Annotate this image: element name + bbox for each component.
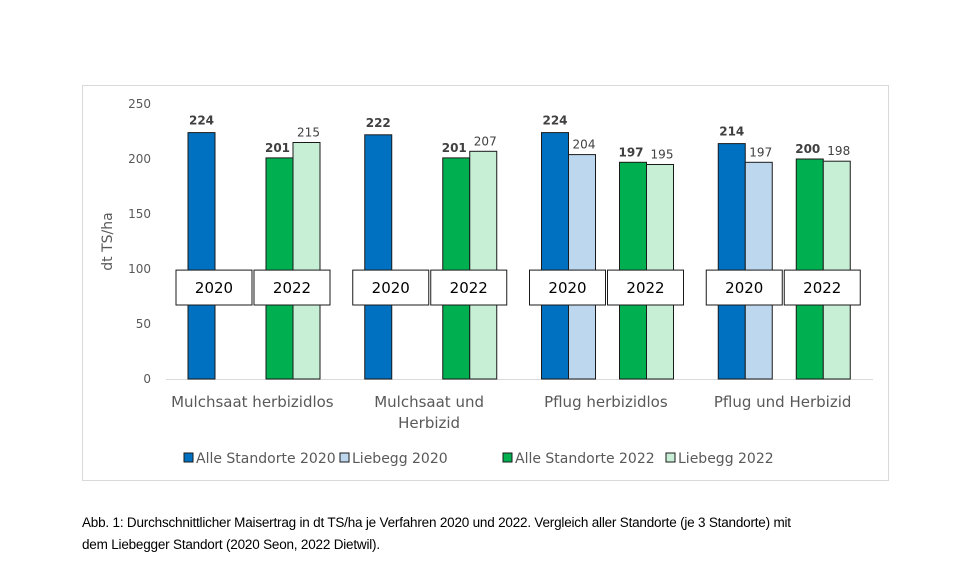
- legend-swatch: [665, 452, 676, 463]
- x-category-label: Mulchsaat herbizidlos: [171, 393, 334, 411]
- bar-alle-standorte-2022: [442, 157, 471, 380]
- year-box: [783, 269, 861, 306]
- year-box: [705, 269, 783, 306]
- data-label: 204: [573, 138, 596, 152]
- bar-liebegg-2022: [292, 142, 321, 380]
- y-tick-label: 200: [128, 152, 151, 166]
- y-tick-label: 250: [128, 97, 151, 111]
- data-label: 198: [827, 144, 850, 158]
- x-category-label: Pflug und Herbizid: [714, 393, 852, 411]
- data-label: 215: [297, 126, 320, 140]
- data-label: 201: [265, 141, 290, 155]
- figure-caption: Abb. 1: Durchschnittlicher Maisertrag in…: [82, 512, 902, 556]
- chart-frame: dt TS/ha 0 50 100 150 200 250 2020 2022 2020 2022 2…: [82, 85, 889, 481]
- legend-swatch: [502, 452, 513, 463]
- data-label: 224: [542, 114, 567, 128]
- data-label: 201: [442, 141, 467, 155]
- y-tick-label: 150: [128, 207, 151, 221]
- bar-alle-standorte-2022: [795, 158, 824, 380]
- caption-line-1: Abb. 1: Durchschnittlicher Maisertrag in…: [82, 515, 791, 530]
- data-label: 222: [366, 116, 391, 130]
- year-box-label: 2022: [450, 279, 488, 297]
- year-box-label: 2020: [372, 279, 410, 297]
- year-box-label: 2022: [803, 279, 841, 297]
- legend-swatch: [183, 452, 194, 463]
- year-box-label: 2020: [195, 279, 233, 297]
- year-box: [253, 269, 331, 306]
- year-box: [430, 269, 508, 306]
- bar-liebegg-2022: [469, 150, 498, 380]
- x-category-label: Pflug herbizidlos: [544, 393, 668, 411]
- bar-alle-standorte-2020: [717, 143, 746, 380]
- year-box: [607, 269, 684, 306]
- data-label: 197: [749, 145, 772, 159]
- year-box: [352, 269, 430, 306]
- legend-label: Liebegg 2020: [352, 451, 448, 467]
- y-axis-label: dt TS/ha: [100, 212, 116, 270]
- x-category-label: Herbizid: [398, 414, 460, 432]
- legend-label: Liebegg 2022: [678, 451, 774, 467]
- legend-label: Alle Standorte 2022: [515, 451, 655, 467]
- year-box-label: 2022: [273, 279, 311, 297]
- data-label: 200: [795, 142, 820, 156]
- legend-swatch: [339, 452, 350, 463]
- bar-liebegg-2020: [568, 154, 596, 380]
- year-box-label: 2020: [548, 279, 586, 297]
- bar-alle-standorte-2020: [541, 132, 569, 380]
- bar-alle-standorte-2022: [265, 157, 294, 380]
- year-box-label: 2022: [626, 279, 664, 297]
- year-box: [529, 269, 606, 306]
- y-tick-label: 0: [143, 372, 151, 386]
- legend-label: Alle Standorte 2020: [196, 451, 336, 467]
- year-box-label: 2020: [725, 279, 763, 297]
- x-category-label: Mulchsaat und: [374, 393, 484, 411]
- y-tick-label: 50: [136, 317, 151, 331]
- bar-alle-standorte-2020: [187, 132, 216, 380]
- year-box: [175, 269, 253, 306]
- y-tick-label: 100: [128, 262, 151, 276]
- data-label: 224: [189, 114, 214, 128]
- caption-line-2: dem Liebegger Standort (2020 Seon, 2022 …: [82, 537, 380, 552]
- bar-alle-standorte-2020: [364, 134, 393, 380]
- data-label: 207: [474, 134, 497, 148]
- data-label: 214: [719, 125, 744, 139]
- bar-chart: dt TS/ha 0 50 100 150 200 250 2020 2022 2020 2022 2…: [100, 97, 873, 467]
- data-label: 197: [618, 145, 643, 159]
- data-label: 195: [651, 148, 674, 162]
